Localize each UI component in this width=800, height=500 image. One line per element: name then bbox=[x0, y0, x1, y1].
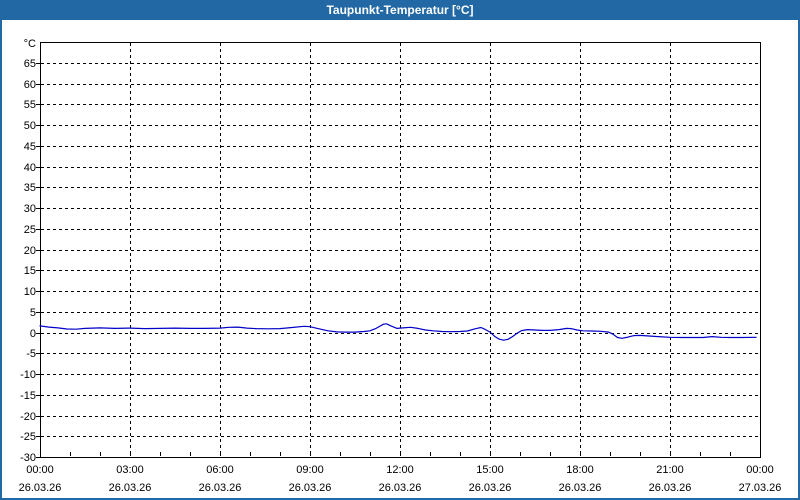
axis-ticks bbox=[36, 63, 731, 458]
y-tick-label: 5 bbox=[30, 307, 36, 319]
x-tick-date-label: 26.03.26 bbox=[649, 482, 692, 494]
y-axis-labels: 65605550454035302520151050-5-10-15-20-25… bbox=[20, 38, 36, 464]
y-tick-label: 60 bbox=[24, 79, 36, 91]
x-tick-time-label: 03:00 bbox=[116, 464, 144, 476]
x-tick-time-label: 09:00 bbox=[296, 464, 324, 476]
gridlines bbox=[41, 43, 759, 456]
y-tick-label: 45 bbox=[24, 141, 36, 153]
x-tick-date-label: 27.03.26 bbox=[739, 482, 782, 494]
x-tick-time-label: 00:00 bbox=[26, 464, 54, 476]
x-tick-date-label: 26.03.26 bbox=[469, 482, 512, 494]
y-tick-label: 10 bbox=[24, 286, 36, 298]
y-tick-label: -25 bbox=[20, 431, 36, 443]
x-tick-time-label: 00:00 bbox=[746, 464, 774, 476]
y-tick-label: -10 bbox=[20, 369, 36, 381]
y-tick-label: 55 bbox=[24, 99, 36, 111]
window-title: Taupunkt-Temperatur [°C] bbox=[326, 3, 474, 17]
x-tick-date-label: 26.03.26 bbox=[109, 482, 152, 494]
y-tick-label: 50 bbox=[24, 120, 36, 132]
y-tick-label: -15 bbox=[20, 390, 36, 402]
y-tick-label: 15 bbox=[24, 265, 36, 277]
y-tick-label: -20 bbox=[20, 411, 36, 423]
y-tick-label: 65 bbox=[24, 58, 36, 70]
y-tick-label: 35 bbox=[24, 182, 36, 194]
y-tick-label: 0 bbox=[30, 328, 36, 340]
x-tick-date-label: 26.03.26 bbox=[379, 482, 422, 494]
x-tick-date-label: 26.03.26 bbox=[19, 482, 62, 494]
y-tick-label: 25 bbox=[24, 224, 36, 236]
x-tick-time-label: 15:00 bbox=[476, 464, 504, 476]
y-tick-label: 30 bbox=[24, 203, 36, 215]
dewpoint-data-line bbox=[39, 323, 757, 341]
x-tick-time-label: 12:00 bbox=[386, 464, 414, 476]
x-tick-date-label: 26.03.26 bbox=[199, 482, 242, 494]
y-tick-label: -5 bbox=[26, 348, 36, 360]
y-tick-label: 40 bbox=[24, 162, 36, 174]
y-tick-label: -30 bbox=[20, 452, 36, 464]
x-tick-time-label: 21:00 bbox=[656, 464, 684, 476]
x-tick-time-label: 18:00 bbox=[566, 464, 594, 476]
y-axis-unit-label: °C bbox=[24, 38, 36, 50]
y-tick-label: 20 bbox=[24, 245, 36, 257]
x-tick-date-label: 26.03.26 bbox=[289, 482, 332, 494]
window-titlebar[interactable]: Taupunkt-Temperatur [°C] bbox=[0, 0, 800, 20]
x-tick-date-label: 26.03.26 bbox=[559, 482, 602, 494]
x-axis-labels: 00:00 26.03.26 03:00 26.03.26 06:00 26.03.26 0… bbox=[19, 464, 782, 494]
x-tick-time-label: 06:00 bbox=[206, 464, 234, 476]
